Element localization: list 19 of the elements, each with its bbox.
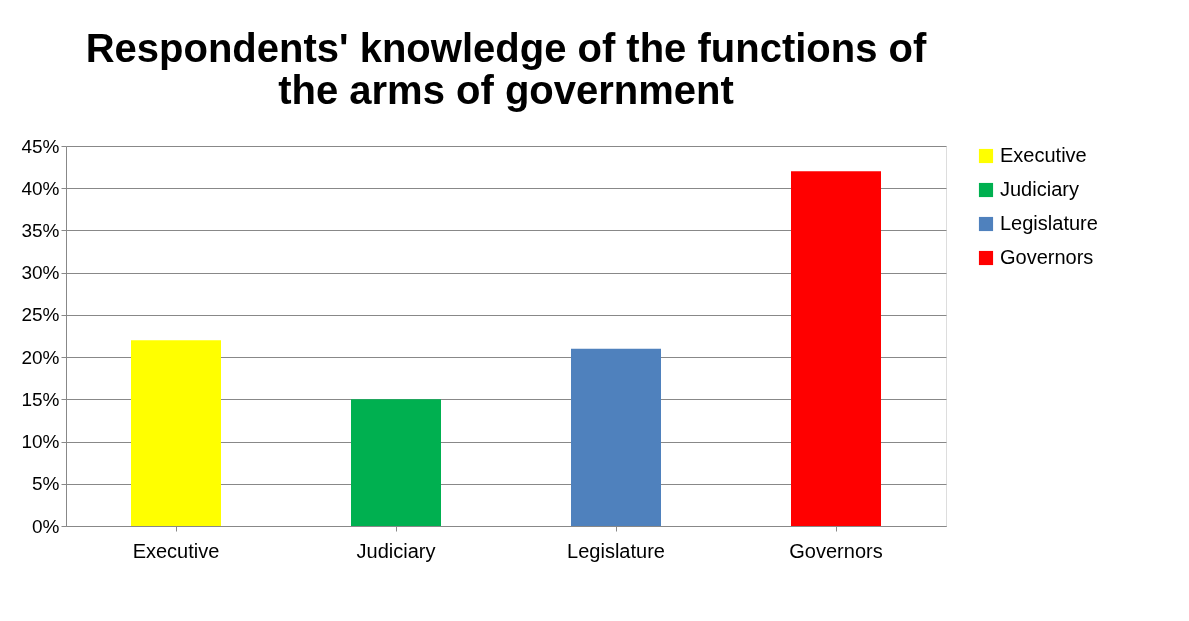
legend-label: Judiciary bbox=[1000, 178, 1079, 200]
legend-label: Legislature bbox=[1000, 212, 1098, 234]
x-tick-label: Governors bbox=[789, 539, 883, 562]
chart-title: Respondents' knowledge of the functions of the arms of government bbox=[85, 26, 927, 112]
y-tick-label: 30% bbox=[21, 262, 60, 284]
y-tick-label: 40% bbox=[21, 177, 60, 199]
y-tick-label: 45% bbox=[21, 135, 60, 157]
legend-label: Executive bbox=[1000, 144, 1087, 166]
y-tick-label: 15% bbox=[21, 388, 60, 410]
legend-label: Governors bbox=[1000, 246, 1094, 268]
y-tick-label: 25% bbox=[21, 304, 60, 326]
x-tick-label: Judiciary bbox=[356, 539, 436, 562]
y-tick-label: 0% bbox=[32, 515, 60, 537]
y-tick-label: 10% bbox=[21, 431, 60, 453]
x-tick-label: Executive bbox=[132, 539, 220, 562]
x-tick-label: Legislature bbox=[567, 539, 665, 562]
y-tick-label: 5% bbox=[32, 473, 60, 495]
y-tick-label: 20% bbox=[21, 346, 60, 368]
y-tick-label: 35% bbox=[21, 219, 60, 241]
